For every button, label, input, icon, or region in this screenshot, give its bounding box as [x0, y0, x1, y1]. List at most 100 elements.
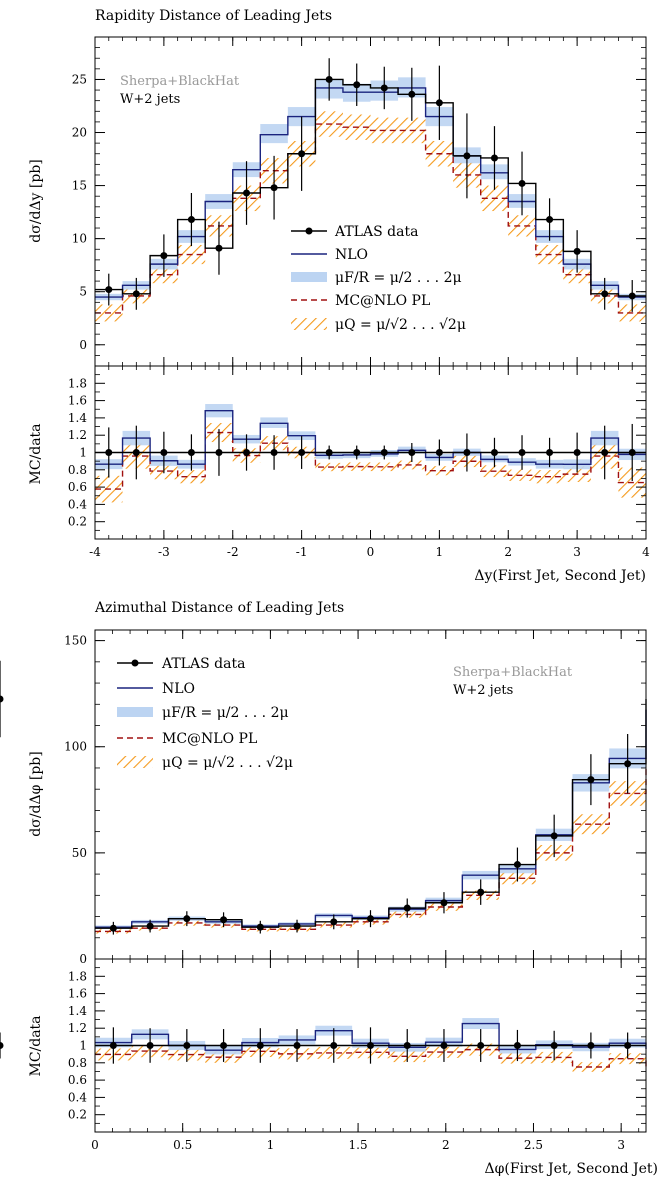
ratio-tick-label: 0.8 [68, 463, 87, 477]
ratio-data-point [187, 449, 195, 456]
x-tick-label: -3 [158, 545, 170, 559]
legend-item-nlo: NLO [335, 247, 368, 263]
chart-title: Rapidity Distance of Leading Jets [95, 8, 332, 24]
ratio-data-point [550, 1042, 558, 1049]
ratio-plot-azimuthal: 0.2 0.4 0.6 0.8 1 1.2 1.4 1.6 1.8 0 0.5 1 1.5 2 2.5 3 [0, 630, 647, 1152]
legend-item-mcnlo-band: μQ = μ/√2 . . . √2μ [162, 755, 293, 771]
ratio-data-point [490, 449, 498, 456]
x-tick-label: 3 [573, 545, 581, 559]
data-point [490, 154, 498, 162]
data-point [573, 247, 581, 255]
ratio-mcnlo-band-bin [398, 460, 426, 470]
ratio-tick-label: 1.2 [68, 428, 87, 442]
generator-label: Sherpa+BlackHat [120, 74, 240, 89]
nlo-line [95, 87, 646, 298]
legend-item-mcnlo: MC@NLO PL [335, 293, 430, 309]
ratio-data-point [105, 449, 113, 456]
ratio-tick-label: 1.6 [68, 987, 87, 1001]
y-tick-label: 10 [72, 232, 87, 246]
y-tick-label: 0 [79, 952, 87, 966]
ratio-tick-label: 0.6 [68, 1073, 87, 1087]
legend-item-data: ATLAS data [161, 656, 245, 672]
ratio-data-point [403, 1042, 411, 1049]
ratio-tick-label: 0.4 [68, 497, 87, 511]
ratio-tick-label: 1.4 [68, 411, 87, 425]
data-point [298, 150, 306, 158]
ratio-plot-rapidity: 0.2 0.4 0.6 0.8 1 1.2 1.4 1.6 1.8 -4 -3 -2 -1 0 1 2 3 4 [68, 37, 650, 559]
legend-item-data: ATLAS data [334, 224, 418, 240]
legend: ATLAS data NLO μF/R = μ/2 . . . 2μ MC@NL… [291, 224, 466, 333]
ratio-tick-label: 0.2 [68, 515, 87, 529]
x-tick-label: -2 [227, 545, 239, 559]
ratio-data-point [408, 449, 416, 456]
ratio-mcnlo-line [95, 1048, 647, 1068]
y-tick-label: 0 [79, 338, 87, 352]
x-tick-label: 2 [504, 545, 512, 559]
legend-data-marker [305, 227, 313, 235]
ratio-data-point [624, 1042, 632, 1049]
data-point [109, 924, 117, 932]
y-tick-label: 5 [79, 285, 87, 299]
data-point [132, 290, 140, 298]
ratio-data-point [628, 449, 636, 456]
data-point [353, 81, 361, 89]
ratio-data-point [587, 1042, 595, 1049]
ratio-mcnlo-line [95, 431, 646, 490]
panel-azimuthal: Azimuthal Distance of Leading Jets 05010… [0, 600, 658, 1177]
y-tick-label: 50 [72, 846, 87, 860]
data-point [587, 776, 595, 784]
x-axis-label: Δφ(First Jet, Second Jet) [484, 1161, 658, 1177]
data-point [403, 904, 411, 912]
y-tick-label: 25 [72, 72, 87, 86]
data-point [518, 179, 526, 187]
y-tick-label: 100 [64, 740, 87, 754]
x-tick-label: 0.5 [173, 1138, 192, 1152]
ratio-data-point [146, 1042, 154, 1049]
x-tick-label: 1 [436, 545, 444, 559]
data-histogram-line [95, 698, 647, 929]
x-tick-label: -1 [296, 545, 308, 559]
ratio-tick-label: 0.8 [68, 1056, 87, 1070]
ratio-data-point [380, 449, 388, 456]
data-point [160, 252, 168, 260]
ratio-data-point [215, 449, 223, 456]
data-point [220, 916, 228, 924]
data-point [440, 899, 448, 907]
data-point [187, 216, 195, 224]
legend-item-mcnlo-band: μQ = μ/√2 . . . √2μ [335, 317, 466, 333]
x-tick-label: 1 [267, 1138, 275, 1152]
ratio-data-point [256, 1042, 264, 1049]
data-point [624, 760, 632, 768]
chart-title: Azimuthal Distance of Leading Jets [94, 600, 344, 616]
y-axis-label: dσ/dΔy [pb] [28, 159, 44, 243]
ratio-data-point [367, 1042, 374, 1049]
data-point [628, 292, 636, 300]
data-point [0, 695, 4, 703]
x-tick-label: 0 [367, 545, 375, 559]
ratio-axis-label: MC/data [28, 1015, 44, 1076]
ratio-data-point [109, 1042, 117, 1049]
data-point [270, 184, 278, 192]
ratio-data-point [573, 449, 581, 456]
legend-item-mcnlo: MC@NLO PL [162, 731, 257, 747]
ratio-data-point [435, 449, 443, 456]
x-tick-label: 2.5 [524, 1138, 543, 1152]
ratio-data-point [0, 1042, 4, 1049]
y-tick-label: 20 [72, 126, 87, 140]
ratio-data-point [160, 449, 168, 456]
data-point [330, 918, 338, 926]
ratio-data-point [330, 1042, 338, 1049]
data-point [243, 189, 251, 197]
ratio-tick-label: 0.6 [68, 480, 87, 494]
data-point [546, 216, 554, 224]
data-point [367, 915, 374, 923]
ratio-tick-label: 1.4 [68, 1004, 87, 1018]
data-point [380, 84, 388, 92]
main-plot-azimuthal: 0 50 100 150 [0, 629, 647, 966]
legend-item-nlo-band: μF/R = μ/2 . . . 2μ [162, 705, 289, 721]
data-point [105, 286, 113, 294]
legend-nlo-band [117, 707, 153, 717]
process-label: W+2 jets [453, 683, 513, 698]
data-point [550, 832, 558, 840]
ratio-mcnlo-band-bin [609, 1053, 646, 1065]
